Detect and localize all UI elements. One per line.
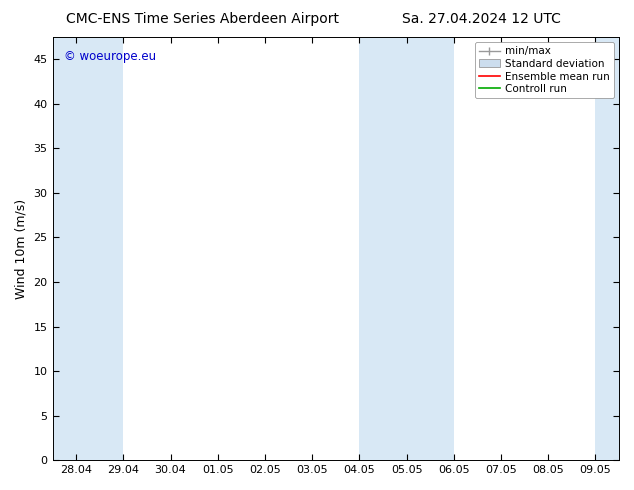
Y-axis label: Wind 10m (m/s): Wind 10m (m/s) bbox=[15, 198, 28, 299]
Bar bbox=[595, 37, 619, 460]
Text: © woeurope.eu: © woeurope.eu bbox=[64, 50, 156, 63]
Bar bbox=[53, 37, 124, 460]
Bar bbox=[359, 37, 454, 460]
Legend: min/max, Standard deviation, Ensemble mean run, Controll run: min/max, Standard deviation, Ensemble me… bbox=[475, 42, 614, 98]
Text: Sa. 27.04.2024 12 UTC: Sa. 27.04.2024 12 UTC bbox=[403, 12, 561, 26]
Text: CMC-ENS Time Series Aberdeen Airport: CMC-ENS Time Series Aberdeen Airport bbox=[67, 12, 339, 26]
